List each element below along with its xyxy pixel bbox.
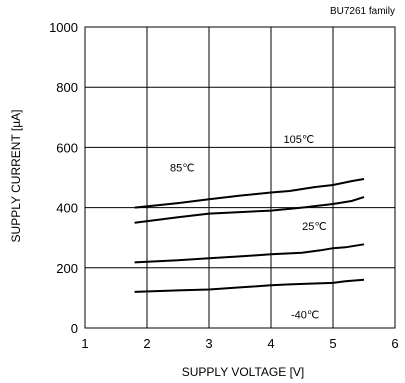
x-tick-label: 1 xyxy=(81,336,88,351)
series-annotations: 105℃ 85℃ 25℃ -40℃ xyxy=(170,134,327,321)
x-tick-label: 3 xyxy=(205,336,212,351)
y-tick-label: 600 xyxy=(56,140,78,155)
series-line xyxy=(134,178,365,209)
x-tick-label: 2 xyxy=(143,336,150,351)
series-line xyxy=(134,196,365,224)
y-tick-label: 800 xyxy=(56,80,78,95)
series-label: 25℃ xyxy=(302,221,327,233)
x-axis-label: SUPPLY VOLTAGE [V] xyxy=(182,365,305,379)
x-tick-label: 6 xyxy=(391,336,398,351)
y-tick-label: 0 xyxy=(71,321,78,336)
chart-note: BU7261 family xyxy=(330,6,395,17)
series-label: 105℃ xyxy=(284,134,315,146)
plot-area xyxy=(84,26,396,329)
y-axis-ticks: 0 200 400 600 800 1000 xyxy=(49,20,78,336)
y-axis-label: SUPPLY CURRENT [µA] xyxy=(9,110,23,243)
series-label: 85℃ xyxy=(170,162,195,174)
series-group xyxy=(134,178,365,293)
series-line xyxy=(134,278,365,293)
x-axis-ticks: 1 2 3 4 5 6 xyxy=(81,336,398,351)
x-tick-label: 5 xyxy=(329,336,336,351)
y-tick-label: 200 xyxy=(56,261,78,276)
series-line xyxy=(134,243,365,264)
y-tick-label: 400 xyxy=(56,201,78,216)
y-tick-label: 1000 xyxy=(49,20,78,35)
series-label: -40℃ xyxy=(291,309,319,321)
x-tick-label: 4 xyxy=(267,336,274,351)
